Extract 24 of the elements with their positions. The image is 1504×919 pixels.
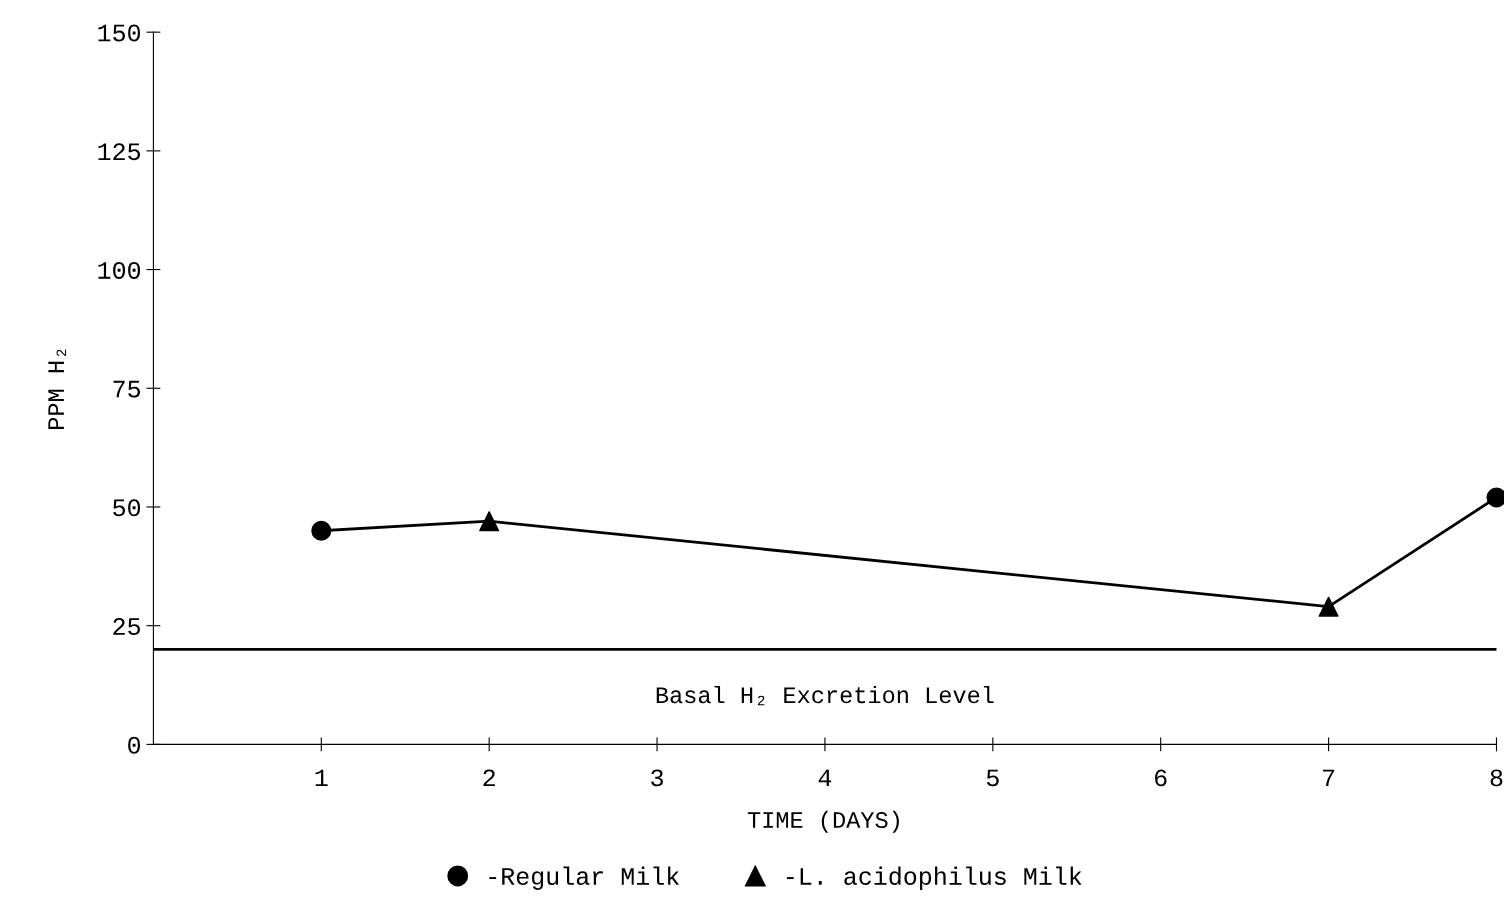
point: [1318, 596, 1339, 617]
x-tick-label: 8: [1490, 769, 1503, 787]
ref-line-label: Basal H₂ Excretion Level: [656, 685, 994, 706]
y-tick-label: 100: [98, 261, 141, 279]
y-tick-label: 0: [128, 736, 141, 754]
y-tick-label: 25: [113, 618, 141, 635]
x-tick-label: 5: [986, 769, 999, 787]
legend-label: -L. acidophilus Milk: [786, 866, 1082, 890]
legend-label: -Regular Milk: [489, 866, 679, 890]
x-tick-label: 1: [315, 769, 328, 787]
x-tick-label: 2: [483, 769, 495, 787]
point: [1486, 487, 1504, 508]
point: [311, 520, 332, 541]
x-tick-label: 4: [818, 769, 832, 787]
x-axis-title: TIME (DAYS): [747, 810, 899, 833]
x-tick-label: 7: [1323, 769, 1335, 787]
y-tick-label: 150: [98, 24, 141, 42]
x-tick-label: 3: [651, 769, 663, 787]
x-tick-label: 6: [1155, 769, 1167, 787]
y-tick-label: 50: [113, 499, 141, 517]
y-tick-label: 125: [98, 143, 141, 161]
y-axis-title: PPM H₂: [48, 349, 67, 429]
y-tick-label: 75: [113, 380, 141, 398]
point: [479, 511, 500, 532]
